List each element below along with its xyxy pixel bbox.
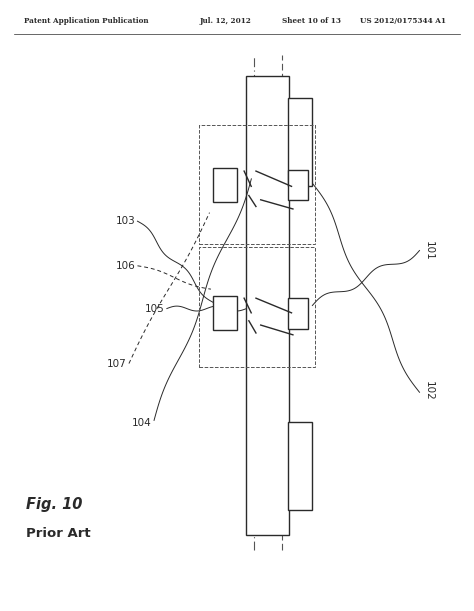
Text: Jul. 12, 2012: Jul. 12, 2012 [199,16,251,24]
Bar [199,125,315,244]
Bar [288,298,308,329]
Text: Sheet 10 of 13: Sheet 10 of 13 [282,16,341,24]
Text: 105: 105 [145,304,165,313]
Text: Patent Application Publication: Patent Application Publication [24,16,148,24]
Text: US 2012/0175344 A1: US 2012/0175344 A1 [360,16,446,24]
Bar [213,168,237,202]
Text: Fig. 10: Fig. 10 [26,497,82,511]
Bar [288,170,308,200]
Text: 104: 104 [132,418,152,428]
Bar [213,296,237,330]
Text: Prior Art: Prior Art [26,527,91,540]
Bar [288,422,312,510]
Text: 107: 107 [107,359,127,368]
Text: 101: 101 [424,241,434,260]
Text: 103: 103 [115,216,135,226]
Text: 106: 106 [115,261,135,271]
Bar [246,76,289,535]
Bar [288,98,312,186]
Bar [199,247,315,367]
Text: 102: 102 [424,381,434,401]
